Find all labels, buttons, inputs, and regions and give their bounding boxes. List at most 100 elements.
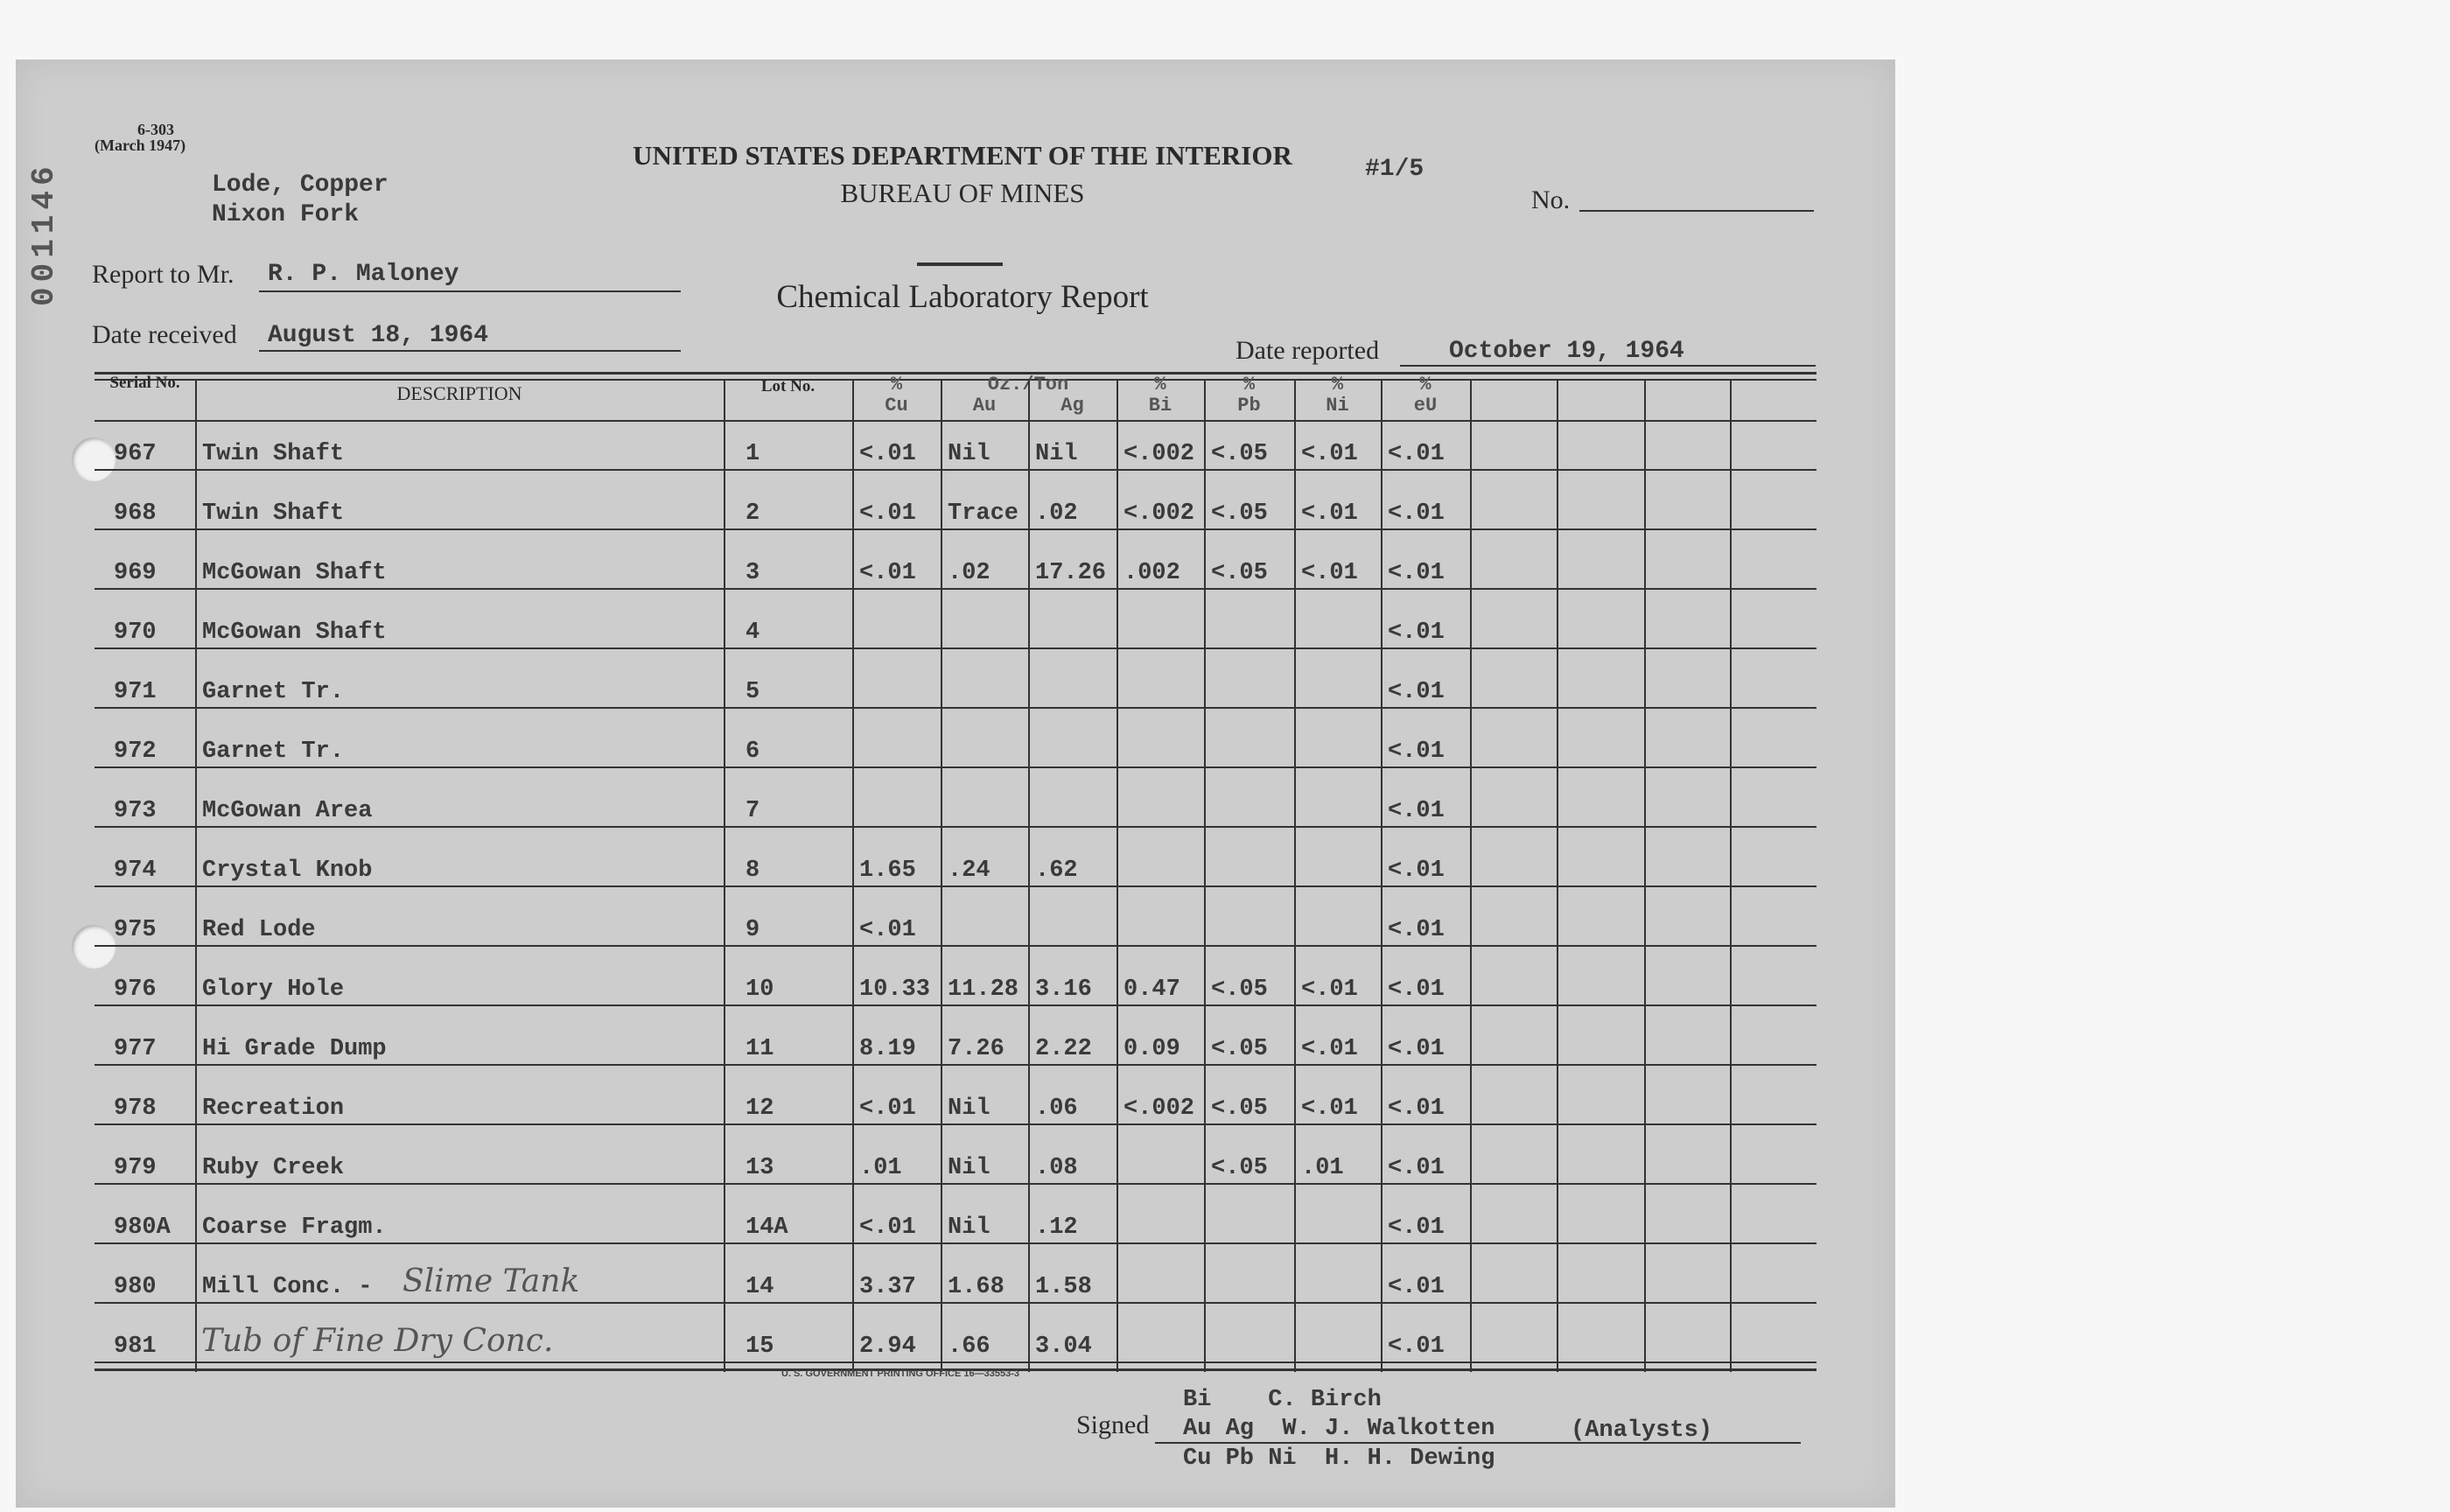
- report-title: Chemical Laboratory Report: [776, 279, 1149, 315]
- cell-au: .24: [948, 858, 990, 884]
- cell-eu: <.01: [1388, 1334, 1445, 1360]
- cell-ni: <.01: [1301, 500, 1358, 527]
- cell-cu: 1.65: [859, 858, 916, 884]
- cell-cu: <.01: [859, 560, 916, 586]
- cell-pb: <.05: [1211, 500, 1268, 527]
- cell-description: Twin Shaft: [202, 441, 345, 467]
- cell-eu: <.01: [1388, 1096, 1445, 1122]
- cell-au: 11.28: [948, 976, 1019, 1003]
- cell-au: .66: [948, 1334, 990, 1360]
- cell-serial: 980A: [114, 1214, 171, 1241]
- cell-cu: 3.37: [859, 1274, 916, 1300]
- cell-ag: 3.16: [1035, 976, 1092, 1003]
- cell-bi: 0.09: [1124, 1036, 1180, 1062]
- cell-serial: 970: [114, 620, 157, 646]
- cell-lot: 6: [746, 738, 760, 765]
- column-rule: [1470, 379, 1472, 1372]
- row-rule: [94, 1064, 1816, 1066]
- column-rule: [724, 379, 725, 1372]
- cell-ag: 2.22: [1035, 1036, 1092, 1062]
- cell-serial: 981: [114, 1334, 157, 1360]
- cell-serial: 967: [114, 441, 157, 467]
- cell-lot: 4: [746, 620, 760, 646]
- archive-stamp: 001146: [26, 161, 62, 306]
- divider: [917, 262, 1003, 266]
- cell-lot: 2: [746, 500, 760, 527]
- header-serial: Serial No.: [109, 374, 180, 392]
- cell-serial: 980: [114, 1274, 157, 1300]
- row-rule: [94, 1124, 1816, 1125]
- cell-serial: 972: [114, 738, 157, 765]
- header-cu: % Cu: [885, 374, 908, 416]
- cell-lot: 14A: [746, 1214, 788, 1241]
- column-rule: [1028, 379, 1030, 1372]
- cell-description: Recreation: [202, 1096, 345, 1122]
- cell-lot: 12: [746, 1096, 774, 1122]
- no-field: [1579, 210, 1814, 212]
- cell-eu: <.01: [1388, 560, 1445, 586]
- subject-line-1: Lode, Copper: [212, 172, 388, 199]
- subject-line-2: Nixon Fork: [212, 201, 360, 228]
- cell-description: McGowan Shaft: [202, 620, 387, 646]
- cell-lot: 5: [746, 679, 760, 705]
- header-bottom-rule: [94, 420, 1816, 422]
- row-rule: [94, 1242, 1816, 1244]
- cell-eu: <.01: [1388, 1214, 1445, 1241]
- cell-description: Glory Hole: [202, 976, 345, 1003]
- handwritten-note: Slime Tank: [402, 1264, 580, 1299]
- header-pb: % Pb: [1237, 374, 1261, 416]
- cell-lot: 10: [746, 976, 774, 1003]
- cell-cu: <.01: [859, 917, 916, 943]
- row-rule: [94, 528, 1816, 530]
- cell-serial: 974: [114, 858, 157, 884]
- row-rule: [94, 648, 1816, 649]
- cell-eu: <.01: [1388, 798, 1445, 824]
- cell-serial: 969: [114, 560, 157, 586]
- cell-serial: 979: [114, 1155, 157, 1181]
- cell-description: McGowan Shaft: [202, 560, 387, 586]
- report-sheet: [16, 60, 1895, 1508]
- column-rule: [1204, 379, 1206, 1372]
- date-received-line: [259, 350, 681, 352]
- cell-cu: <.01: [859, 441, 916, 467]
- cell-lot: 11: [746, 1036, 774, 1062]
- header-description: DESCRIPTION: [396, 382, 522, 404]
- column-rule: [1730, 379, 1732, 1372]
- no-label: No.: [1531, 186, 1571, 214]
- cell-ag: Nil: [1035, 441, 1078, 467]
- cell-serial: 968: [114, 500, 157, 527]
- cell-ag: 3.04: [1035, 1334, 1092, 1360]
- cell-ag: .06: [1035, 1096, 1078, 1122]
- column-rule: [1381, 379, 1382, 1372]
- cell-ni: <.01: [1301, 1036, 1358, 1062]
- row-rule: [94, 1183, 1816, 1185]
- form-number: 6-303: [137, 121, 174, 138]
- column-rule: [941, 379, 942, 1372]
- cell-eu: <.01: [1388, 441, 1445, 467]
- date-reported-value: October 19, 1964: [1449, 338, 1684, 365]
- report-to-label: Report to Mr.: [92, 260, 234, 289]
- cell-serial: 976: [114, 976, 157, 1003]
- bureau-title: BUREAU OF MINES: [840, 178, 1085, 208]
- cell-bi: <.002: [1124, 500, 1195, 527]
- cell-description: McGowan Area: [202, 798, 373, 824]
- cell-pb: <.05: [1211, 976, 1268, 1003]
- cell-lot: 8: [746, 858, 760, 884]
- department-title: UNITED STATES DEPARTMENT OF THE INTERIOR: [633, 140, 1292, 171]
- date-received-label: Date received: [92, 320, 237, 349]
- cell-ni: .01: [1301, 1155, 1344, 1181]
- cell-ni: <.01: [1301, 976, 1358, 1003]
- cell-eu: <.01: [1388, 917, 1445, 943]
- cell-eu: <.01: [1388, 858, 1445, 884]
- signature-au-ag: Au Ag W. J. Walkotten: [1183, 1416, 1495, 1442]
- cell-lot: 14: [746, 1274, 774, 1300]
- cell-bi: <.002: [1124, 441, 1195, 467]
- cell-eu: <.01: [1388, 1274, 1445, 1300]
- cell-pb: <.05: [1211, 1096, 1268, 1122]
- row-rule: [94, 1004, 1816, 1006]
- report-to-line: [259, 290, 681, 292]
- cell-serial: 971: [114, 679, 157, 705]
- cell-bi: <.002: [1124, 1096, 1195, 1122]
- printer-imprint: U. S. GOVERNMENT PRINTING OFFICE 16—3355…: [781, 1368, 1020, 1379]
- cell-au: Nil: [948, 441, 990, 467]
